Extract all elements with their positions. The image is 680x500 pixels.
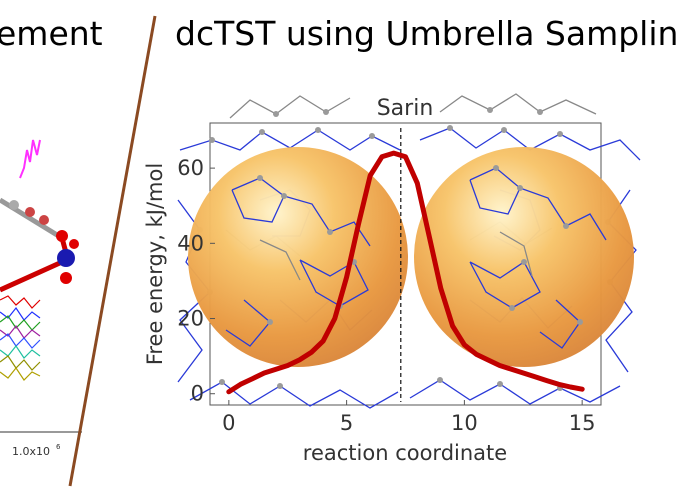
y-tick-label: 0 xyxy=(191,382,204,406)
x-tick-label: 10 xyxy=(451,411,478,435)
left-panel-title: ement xyxy=(0,14,103,53)
chart-title: Sarin xyxy=(377,96,434,121)
free-energy-curve xyxy=(226,150,585,395)
left-axis-tick-exponent: 6 xyxy=(56,443,61,451)
molecule-icon xyxy=(0,197,79,293)
sphere-right xyxy=(414,147,634,367)
y-tick-label: 60 xyxy=(177,156,204,180)
y-tick-label: 20 xyxy=(177,307,204,331)
trajectory-lines xyxy=(0,295,41,381)
right-panel-title: dcTST using Umbrella Sampling xyxy=(175,14,680,53)
y-axis-label: Free energy, kJ/mol xyxy=(143,163,167,365)
panel-divider xyxy=(68,15,157,487)
sphere-left xyxy=(188,147,408,367)
overlay-network xyxy=(225,165,607,349)
left-axis-tick-label: 1.0x10 xyxy=(12,445,50,458)
x-tick-label: 0 xyxy=(222,411,235,435)
x-ticks: 0 5 10 15 xyxy=(222,400,596,435)
left-panel-graphic: 1.0x10 6 xyxy=(0,139,82,458)
magenta-trace xyxy=(19,139,41,179)
x-axis-label: reaction coordinate xyxy=(303,441,507,465)
x-tick-label: 5 xyxy=(340,411,353,435)
chart: Sarin reaction coordinate Free energy, k… xyxy=(143,93,641,465)
x-tick-label: 15 xyxy=(569,411,596,435)
y-tick-label: 40 xyxy=(177,231,204,255)
y-ticks: 0 20 40 60 xyxy=(177,156,215,406)
